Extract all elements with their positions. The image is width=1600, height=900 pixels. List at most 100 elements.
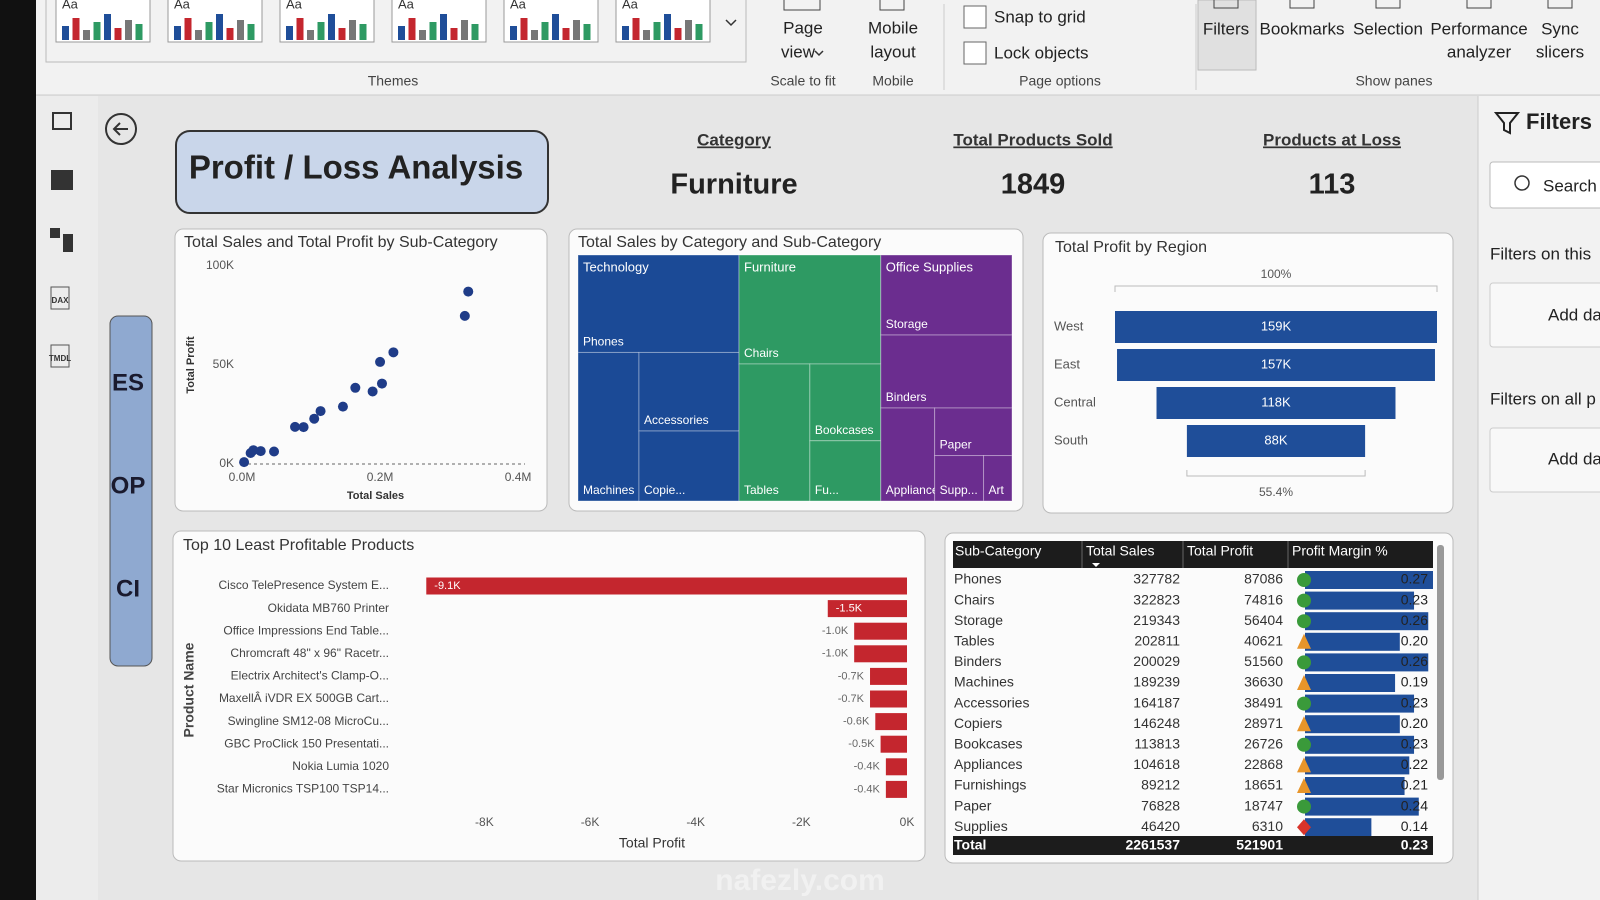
table-cell: 0.19 <box>1401 674 1428 690</box>
page-view-button[interactable]: Page <box>783 18 823 37</box>
back-button[interactable] <box>105 113 137 145</box>
theme-thumbnail[interactable] <box>55 0 151 43</box>
pane-button[interactable]: Sync <box>1541 19 1579 38</box>
scatter-point[interactable] <box>255 446 266 457</box>
table-view-icon[interactable] <box>51 170 73 190</box>
funnel-bar[interactable] <box>1156 387 1396 419</box>
funnel-bar[interactable] <box>1117 349 1435 381</box>
pane-button[interactable]: slicers <box>1536 42 1584 61</box>
checkbox[interactable] <box>963 5 987 29</box>
column-header[interactable]: Total Sales <box>1086 543 1154 559</box>
scatter-point[interactable] <box>290 421 301 432</box>
treemap-cell[interactable] <box>738 254 882 365</box>
bar[interactable] <box>426 577 907 595</box>
page-view-button[interactable]: view <box>781 42 816 61</box>
treemap-cell[interactable] <box>809 363 882 442</box>
pane-button[interactable]: Performance <box>1430 19 1527 38</box>
bar[interactable] <box>885 758 907 776</box>
funnel-bar[interactable] <box>1186 425 1366 457</box>
scatter-point[interactable] <box>376 378 387 389</box>
theme-thumbnail[interactable] <box>615 0 711 43</box>
snap-to-grid[interactable]: Snap to grid <box>994 7 1086 26</box>
treemap-cell[interactable] <box>738 363 811 502</box>
mobile-layout-button[interactable]: Mobile <box>868 18 918 37</box>
nav-pill-label[interactable]: ES <box>112 369 144 396</box>
scatter-point[interactable] <box>388 347 399 358</box>
scatter-point[interactable] <box>315 406 326 417</box>
funnel-bracket <box>1186 470 1366 477</box>
kpi-icon <box>1297 593 1311 608</box>
y-tick-label: Electrix Architect's Clamp-O... <box>231 669 389 683</box>
scatter-point[interactable] <box>463 286 474 297</box>
theme-thumbnail[interactable] <box>279 0 375 43</box>
funnel-category: West <box>1054 318 1084 333</box>
pane-button[interactable]: analyzer <box>1447 42 1512 61</box>
treemap-cell[interactable] <box>934 455 985 502</box>
y-tick-label: Star Micronics TSP100 TSP14... <box>217 782 389 796</box>
scatter-point[interactable] <box>269 446 280 457</box>
bar[interactable] <box>870 690 907 708</box>
nav-icon-label[interactable]: TMDL <box>49 354 71 363</box>
pane-button[interactable]: Selection <box>1353 19 1423 38</box>
add-field-well[interactable] <box>1489 282 1600 348</box>
theme-thumbnail[interactable] <box>167 0 263 43</box>
treemap-cell[interactable] <box>880 407 936 502</box>
checkbox[interactable] <box>963 41 987 65</box>
treemap-cell[interactable] <box>577 351 640 502</box>
tmdl-icon[interactable] <box>50 344 70 368</box>
theme-swatch <box>510 26 517 40</box>
nav-pill-label[interactable]: OP <box>111 472 146 499</box>
scatter-point[interactable] <box>298 422 309 433</box>
scatter-point[interactable] <box>459 310 470 321</box>
treemap-cell[interactable] <box>880 254 1013 336</box>
scatter-point[interactable] <box>337 401 348 412</box>
treemap-cell[interactable] <box>638 351 740 432</box>
visual-panel[interactable] <box>174 228 548 512</box>
theme-thumbnail[interactable] <box>391 0 487 43</box>
dax-icon[interactable] <box>50 286 70 310</box>
lock-objects[interactable]: Lock objects <box>994 43 1089 62</box>
bar[interactable] <box>854 622 907 640</box>
funnel-bar[interactable] <box>1115 311 1437 343</box>
treemap-cell[interactable] <box>809 440 882 502</box>
treemap-cell[interactable] <box>880 334 1013 409</box>
model-view-icon[interactable] <box>63 234 73 252</box>
treemap-cell[interactable] <box>577 254 740 353</box>
pane-button[interactable]: Bookmarks <box>1259 19 1344 38</box>
funnel-category: South <box>1054 432 1088 447</box>
nav-icon-label[interactable]: DAX <box>52 296 70 305</box>
model-view-icon[interactable] <box>50 228 60 238</box>
report-view-icon[interactable] <box>52 112 72 130</box>
bar[interactable] <box>870 667 907 685</box>
column-header[interactable]: Sub-Category <box>955 543 1041 559</box>
bar[interactable] <box>880 735 907 753</box>
table-cell: 0.23 <box>1401 837 1428 853</box>
bar[interactable] <box>885 780 907 798</box>
visual-panel[interactable] <box>172 530 926 862</box>
scatter-point[interactable] <box>239 457 250 468</box>
scatter-point[interactable] <box>309 413 320 424</box>
treemap-cell[interactable] <box>983 455 1013 502</box>
treemap-label: Binders <box>886 390 927 404</box>
gallery-more[interactable] <box>725 19 737 27</box>
mobile-layout-button[interactable]: layout <box>870 42 916 61</box>
theme-swatch <box>296 18 304 40</box>
treemap-cell[interactable] <box>638 430 740 502</box>
bar[interactable] <box>827 600 907 618</box>
search-box[interactable] <box>1489 161 1600 209</box>
scatter-point[interactable] <box>367 386 378 397</box>
column-header[interactable]: Total Profit <box>1187 543 1253 559</box>
add-field-well[interactable] <box>1489 427 1600 493</box>
scrollbar[interactable] <box>1437 545 1444 780</box>
scatter-point[interactable] <box>350 382 361 393</box>
bar[interactable] <box>875 713 907 731</box>
treemap-cell[interactable] <box>934 407 1013 457</box>
theme-thumbnail[interactable] <box>503 0 599 43</box>
scatter-point[interactable] <box>375 356 386 367</box>
pane-button[interactable]: Filters <box>1203 19 1249 38</box>
theme-gallery <box>45 0 747 63</box>
column-header[interactable]: Profit Margin % <box>1292 543 1388 559</box>
bar[interactable] <box>854 645 907 663</box>
nav-pill-label[interactable]: CI <box>116 575 140 602</box>
scatter-point[interactable] <box>245 448 256 459</box>
